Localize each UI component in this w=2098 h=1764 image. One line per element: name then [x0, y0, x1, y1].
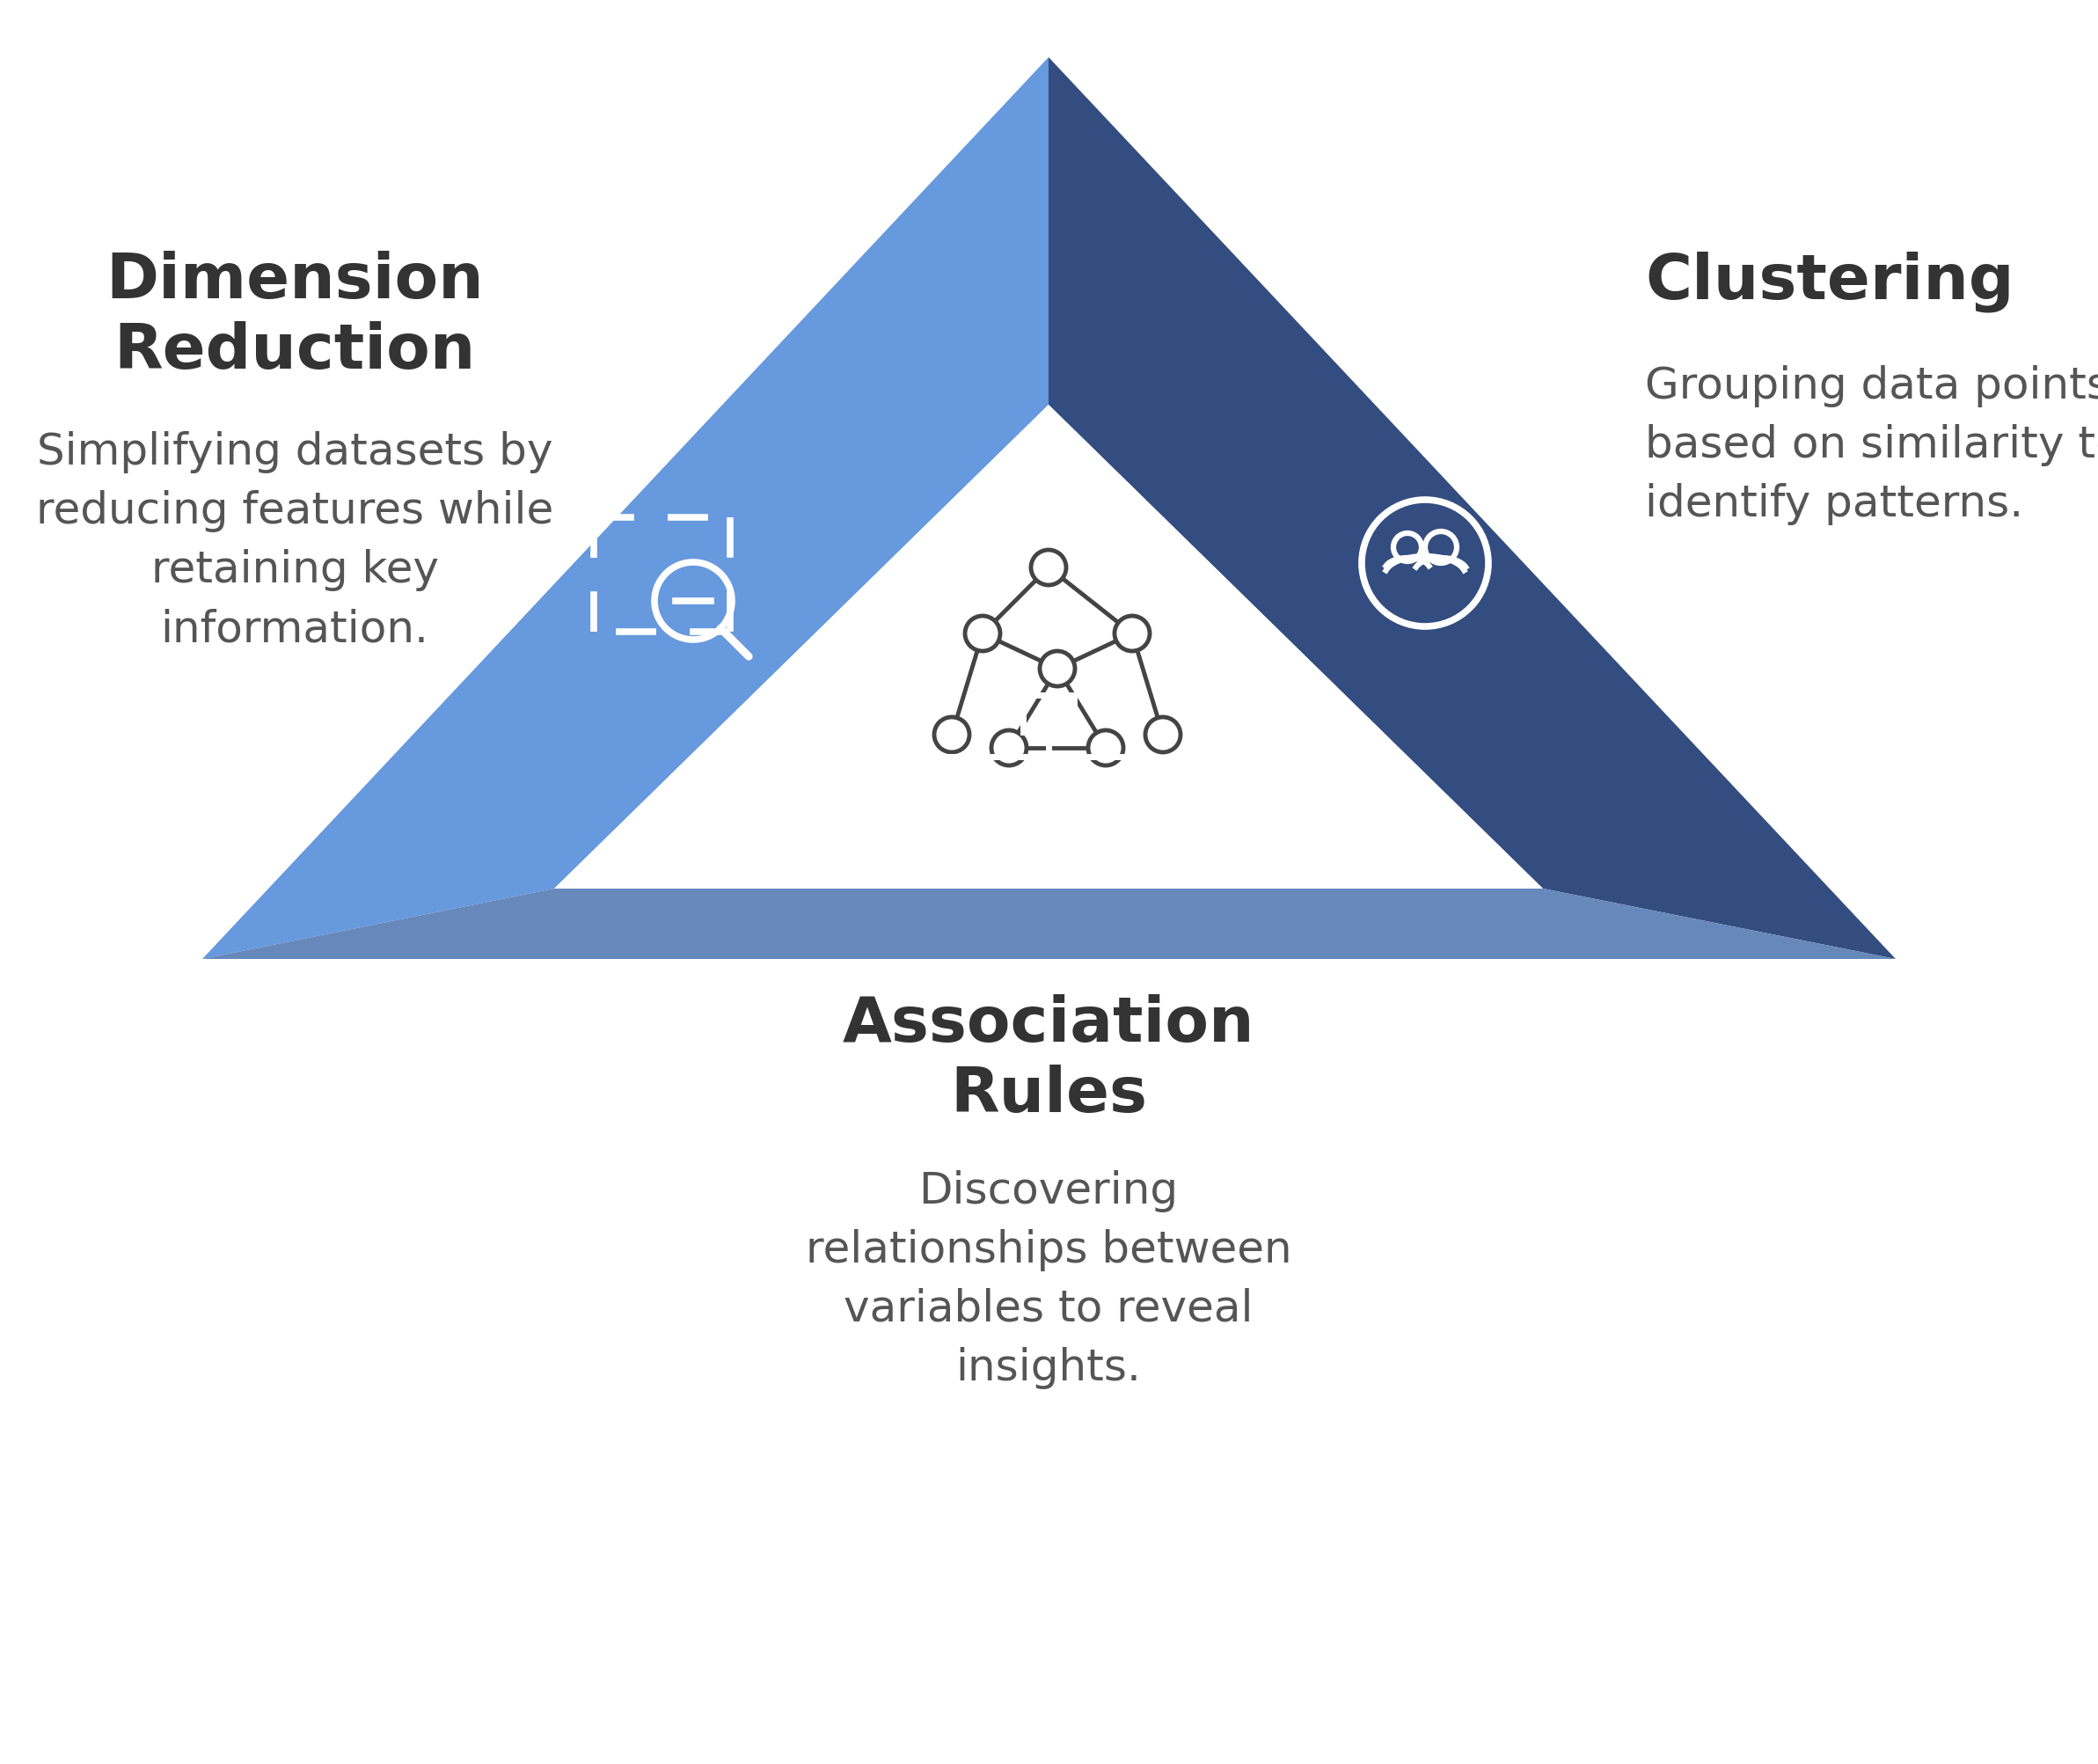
Text: Association
Rules: Association Rules — [843, 995, 1255, 1125]
Bar — [1024, 695, 1074, 732]
Polygon shape — [554, 404, 1542, 889]
Bar — [929, 785, 976, 818]
Text: Discovering
relationships between
variables to reveal
insights.: Discovering relationships between variab… — [806, 1170, 1292, 1390]
Polygon shape — [201, 56, 1049, 960]
Circle shape — [992, 730, 1026, 766]
Circle shape — [1089, 730, 1122, 766]
Bar — [1122, 785, 1169, 818]
Bar — [1026, 785, 1072, 818]
Circle shape — [1114, 616, 1150, 651]
Text: Clustering: Clustering — [1645, 250, 2014, 312]
Polygon shape — [201, 889, 1897, 960]
Circle shape — [1146, 716, 1181, 751]
Text: Grouping data points
based on similarity to
identify patterns.: Grouping data points based on similarity… — [1645, 365, 2098, 526]
Circle shape — [1041, 651, 1074, 686]
Polygon shape — [1049, 56, 1897, 960]
Text: Simplifying datasets by
reducing features while
retaining key
information.: Simplifying datasets by reducing feature… — [36, 430, 554, 651]
Circle shape — [965, 616, 1001, 651]
Text: Dimension
Reduction: Dimension Reduction — [105, 250, 485, 381]
Circle shape — [934, 716, 969, 751]
Circle shape — [1030, 550, 1066, 586]
